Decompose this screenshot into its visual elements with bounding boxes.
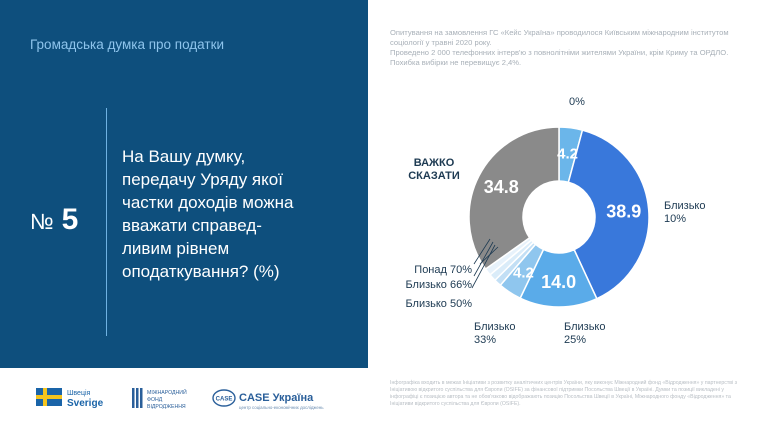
survey-note: Опитування на замовлення ГС «Кейс Україн… [390, 28, 730, 68]
slice-value-label: 38.9 [606, 201, 641, 221]
vertical-divider [106, 108, 107, 336]
question-text: На Вашу думку, передачу Уряду якої частк… [122, 147, 294, 281]
sweden-logo: Швеція Sverige [36, 388, 104, 409]
number-value: 5 [61, 203, 79, 236]
footer-note: Інфографіка входить в межах Ініціативи з… [390, 380, 737, 407]
number-sign: № [30, 209, 54, 234]
case-badge-text: CASE [216, 397, 233, 403]
sweden-logo-line1: Швеція [67, 389, 91, 397]
label-33-line1: Близько 33% [474, 321, 516, 346]
irf-logo: МІЖНАРОДНИЙ ФОНД ВІДРОДЖЕННЯ [132, 388, 187, 410]
label-hard-to-say: ВАЖКО СКАЗАТИ [408, 157, 460, 182]
irf-mark-icon [132, 388, 135, 408]
sweden-logo-line2: Sverige [67, 398, 104, 409]
donut-slice [567, 129, 650, 300]
leader-line-50 [471, 244, 496, 289]
right-panel: Опитування на замовлення ГС «Кейс Україн… [368, 0, 768, 432]
case-logo-tagline: центр соціально-економічних досліджень [239, 405, 324, 410]
survey-note-line1: Опитування на замовлення ГС «Кейс Україн… [390, 28, 729, 47]
slice-value-label: 14.0 [541, 272, 576, 292]
donut-slice [468, 126, 560, 271]
donut-chart: 4.2 38.9 14.0 4.2 34.8 0% Близько 10% Близько… [405, 96, 706, 346]
page-title: Громадська думка про податки [30, 37, 225, 52]
survey-note-line2: Проведено 2 000 телефонних інтерв'ю з по… [390, 48, 729, 67]
question-number: № 5 [30, 203, 78, 237]
case-logo: CASE CASE Україна центр соціально-економ… [212, 389, 324, 410]
slice-value-label: 34.8 [484, 177, 519, 197]
irf-logo-line3: ВІДРОДЖЕННЯ [147, 404, 186, 410]
slice-value-label: 4.2 [557, 146, 578, 163]
slice-value-label: 4.2 [513, 264, 534, 281]
label-50: Близько 50% [405, 298, 472, 310]
label-25-line1: Близько 25% [564, 321, 606, 346]
label-66: Близько 66% [405, 279, 472, 291]
label-70: Понад 70% [414, 264, 472, 276]
case-logo-name: CASE Україна [239, 392, 314, 404]
label-10-line1: Близько 10% [664, 200, 706, 225]
logo-band: Швеція Sverige МІЖНАРОДНИЙ ФОНД ВІДРОДЖЕ… [0, 368, 368, 432]
leader-line-70 [473, 238, 491, 265]
leader-line-66 [473, 241, 494, 277]
left-panel: Громадська думка про податки № 5 На Вашу… [0, 0, 368, 368]
case-badge-icon [212, 389, 236, 407]
irf-logo-line1: МІЖНАРОДНИЙ [147, 388, 187, 396]
irf-logo-line2: ФОНД [147, 397, 163, 403]
label-0: 0% [569, 96, 585, 108]
